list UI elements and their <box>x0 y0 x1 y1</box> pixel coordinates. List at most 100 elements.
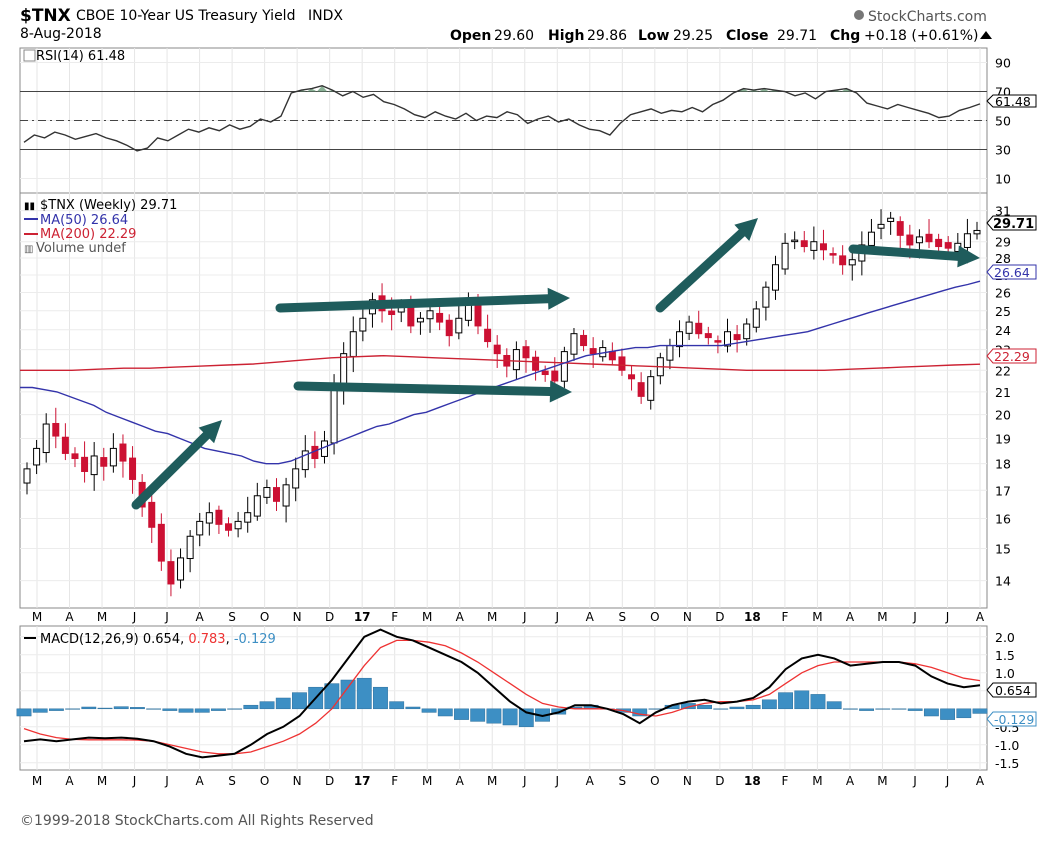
macd-histogram-bar <box>470 708 486 722</box>
x-tick-label: A <box>846 774 855 788</box>
candle-body <box>81 456 89 472</box>
candle-body <box>282 484 290 507</box>
hist-value: -0.129 <box>234 632 276 647</box>
candle-body <box>522 346 530 359</box>
candle-body <box>196 520 204 536</box>
candle-body <box>244 512 252 523</box>
x-tick-label: F <box>781 774 788 788</box>
candle-body <box>704 333 712 339</box>
macd-histogram-bar <box>32 708 48 713</box>
price-y-tick: 21 <box>995 385 1011 400</box>
candle-body <box>963 233 971 248</box>
candle-body <box>800 240 808 248</box>
candle-body <box>819 243 827 251</box>
macd-value: 0.654 <box>143 632 180 647</box>
price-y-tick: 20 <box>995 408 1011 423</box>
x-tick-label: M <box>32 610 42 624</box>
signal-line <box>23 639 981 755</box>
macd-histogram-bar <box>275 697 291 710</box>
x-tick-label: A <box>65 774 74 788</box>
macd-histogram-bar <box>761 699 777 710</box>
macd-histogram-bar <box>389 701 405 710</box>
x-tick-label: N <box>683 610 692 624</box>
candle-body <box>570 333 578 355</box>
candle-body <box>100 457 108 467</box>
open-label: Open <box>450 28 491 44</box>
x-tick-label: M <box>422 774 432 788</box>
candle-body <box>33 447 41 466</box>
svg-text:26.64: 26.64 <box>994 265 1030 280</box>
price-y-tick: 31 <box>995 204 1011 219</box>
x-tick-label: M <box>97 774 107 788</box>
candle-body <box>205 512 213 524</box>
candle-body <box>272 487 280 502</box>
trend-arrow-head <box>198 420 222 444</box>
x-tick-label: O <box>260 774 269 788</box>
candle-body <box>167 561 175 585</box>
trend-arrow-head <box>734 218 758 241</box>
svg-text:MACD(12,26,9) 0.654,: MACD(12,26,9) 0.654, 0.783, -0.129 <box>40 632 276 647</box>
macd-histogram-bar <box>940 708 956 720</box>
candle-body <box>61 436 69 454</box>
candle-body <box>388 310 396 316</box>
rsi-title: RSI(14) 61.48 <box>36 49 125 64</box>
svg-text:0.654: 0.654 <box>995 683 1031 698</box>
candle-body <box>512 349 520 371</box>
candle-body <box>580 334 588 347</box>
ma200-line <box>20 354 981 371</box>
x-tick-label: 17 <box>354 610 371 624</box>
x-tick-label: S <box>228 774 236 788</box>
candle-body <box>436 312 444 323</box>
rsi-overbought-fill <box>306 88 317 92</box>
macd-histogram-bar <box>178 708 194 713</box>
macd-y-tick: 2.0 <box>995 630 1015 645</box>
rsi-y-tick: 30 <box>995 143 1011 158</box>
x-tick-label: J <box>522 610 527 624</box>
macd-histogram-bar <box>16 708 32 717</box>
macd-histogram-bar <box>778 692 793 710</box>
macd-histogram-bar <box>891 708 907 710</box>
x-tick-label: M <box>877 610 887 624</box>
legend-volume: Volume undef <box>36 241 126 256</box>
x-tick-label: M <box>812 610 822 624</box>
macd-histogram-bar <box>502 708 518 726</box>
x-tick-label: S <box>618 774 626 788</box>
price-y-tick: 25 <box>995 304 1011 319</box>
macd-histogram-bar <box>211 708 226 711</box>
candle-body <box>234 520 242 530</box>
candle-body <box>915 236 923 244</box>
x-tick-label: A <box>976 774 985 788</box>
x-tick-label: D <box>715 774 724 788</box>
candle-body <box>225 523 233 531</box>
candle-body <box>157 523 165 562</box>
svg-text:61.48: 61.48 <box>995 94 1031 109</box>
candle-body <box>52 422 60 437</box>
candle-body <box>426 310 434 320</box>
trend-arrow-shaft <box>131 430 211 510</box>
candle-body <box>714 340 722 343</box>
ma200-last-tag: 22.29 <box>986 348 1037 364</box>
low-value: 29.25 <box>673 28 713 44</box>
x-tick-label: A <box>586 610 595 624</box>
x-tick-label: J <box>555 774 560 788</box>
candle-body <box>455 317 463 334</box>
price-y-tick: 14 <box>995 574 1011 589</box>
x-tick-label: D <box>325 610 334 624</box>
candle-body <box>810 241 818 251</box>
copyright-footer: ©1999-2018 StockCharts.com All Rights Re… <box>20 813 374 829</box>
macd-histogram-bar <box>292 692 307 710</box>
x-tick-label: N <box>683 774 692 788</box>
candle-body <box>867 231 875 246</box>
rsi-y-tick: 50 <box>995 114 1011 129</box>
macd-histogram-bar <box>373 686 388 710</box>
x-tick-label: F <box>391 610 398 624</box>
x-tick-label: J <box>555 610 560 624</box>
legend-ma200: MA(200) 22.29 <box>40 227 136 242</box>
candle-body <box>887 217 895 222</box>
candle-body <box>896 221 904 236</box>
chg-value: +0.18 (+0.61%) <box>864 28 978 44</box>
macd-histogram-bar <box>972 708 988 714</box>
trend-arrow-shaft <box>275 294 553 313</box>
candle-body <box>935 238 943 248</box>
macd-histogram-bar <box>810 694 826 710</box>
